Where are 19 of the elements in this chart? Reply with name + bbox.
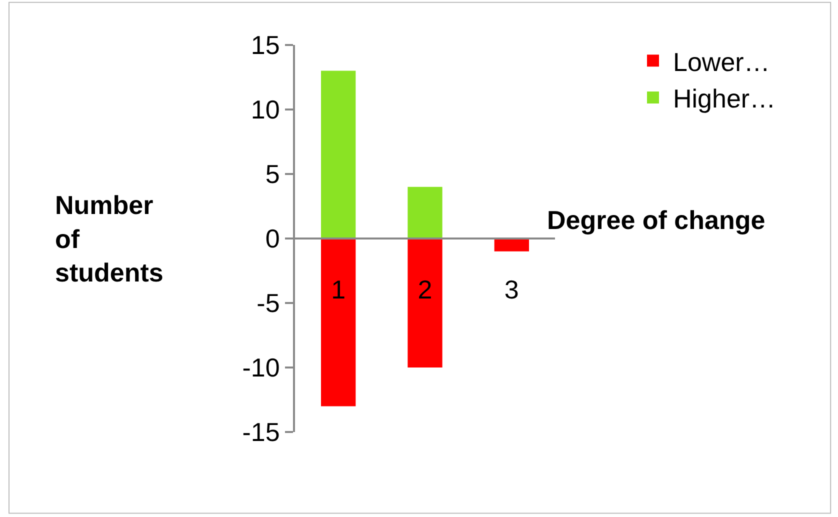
- y-tick-label: -5: [256, 288, 280, 318]
- bar: [321, 70, 356, 238]
- legend-label: Higher…: [673, 84, 776, 114]
- y-tick-label: 5: [265, 159, 280, 190]
- x-tick-label: 2: [418, 274, 432, 305]
- y-axis-title: Number of students: [55, 190, 164, 288]
- bar: [321, 238, 356, 406]
- y-tick-label: 10: [250, 94, 280, 125]
- legend-label: Lower…: [673, 46, 770, 77]
- y-tick-label: 15: [250, 30, 280, 60]
- bar: [408, 186, 442, 238]
- x-tick-label: 3: [504, 274, 519, 305]
- x-axis-title: Degree of change: [547, 205, 766, 235]
- y-tick-label: -15: [242, 417, 280, 448]
- x-tick-label: 1: [331, 274, 346, 305]
- y-tick-label: -10: [242, 352, 280, 383]
- bar: [408, 238, 442, 368]
- y-tick-label: 0: [265, 224, 280, 254]
- bar: [494, 238, 529, 252]
